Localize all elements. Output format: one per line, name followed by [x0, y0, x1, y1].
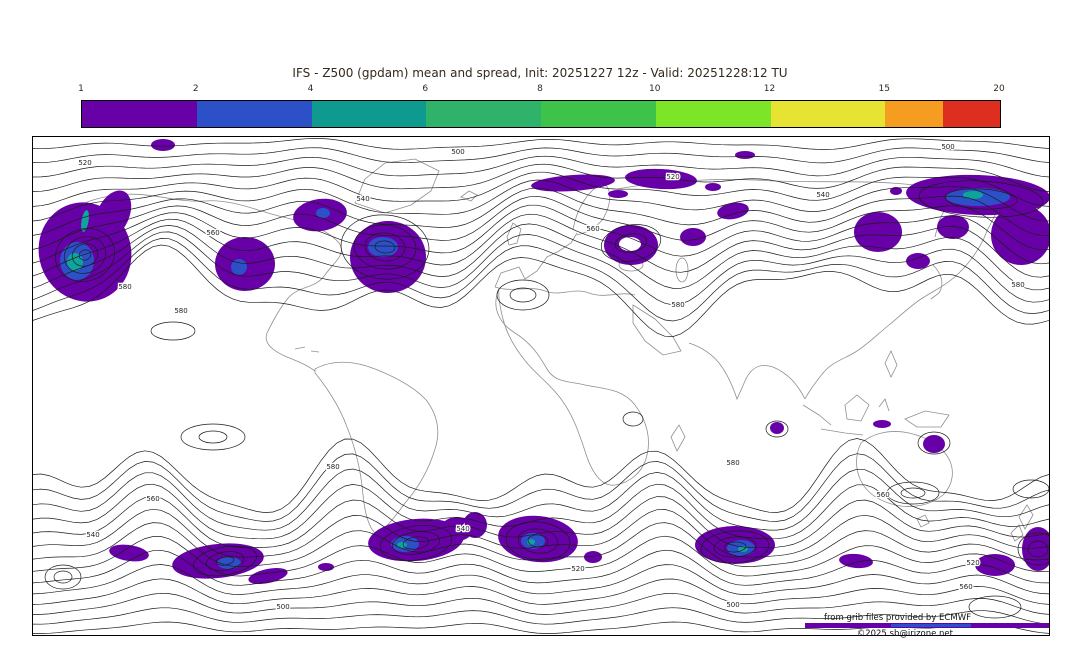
credit-ecmwf: from grib files provided by ECMWF	[824, 613, 971, 623]
contour-label: 540	[356, 195, 369, 203]
contour-label: 540	[816, 191, 829, 199]
contour-label: 580	[326, 463, 339, 471]
colorbar-tick: 10	[649, 84, 661, 94]
colorbar-segment	[311, 101, 427, 127]
contour-label: 500	[276, 603, 289, 611]
contour-label: 540	[86, 531, 99, 539]
colorbar-segment	[655, 101, 771, 127]
contour-label: 560	[206, 229, 219, 237]
colorbar-segment	[82, 101, 197, 127]
world-map-svg: 500 500 520 520 540 540 560 560 580 580 580 580 580 5…	[33, 138, 1049, 634]
contour-label: 580	[118, 283, 131, 291]
colorbar-tick: 12	[763, 84, 776, 94]
colorbar-segment	[942, 101, 1000, 127]
map-frame: 500 500 520 520 540 540 560 560 580 580 580 580 580 5…	[32, 136, 1050, 639]
colorbar-tick: 15	[878, 84, 890, 94]
contour-label: 520	[78, 159, 91, 167]
colorbar-tick: 6	[422, 84, 429, 94]
colorbar-ticks: 1 2 4 6 8 10 12 15 20	[78, 84, 1005, 96]
colorbar-segment	[885, 101, 943, 127]
contour-label: 520	[571, 565, 584, 573]
contour-label: 500	[726, 601, 739, 609]
colorbar-segment	[426, 101, 541, 127]
colorbar-tick: 1	[78, 84, 84, 94]
contour-label: 520	[666, 173, 679, 181]
contour-label: 520	[966, 559, 979, 567]
colorbar	[81, 100, 1001, 128]
contour-label: 500	[451, 148, 464, 156]
colorbar-tick: 2	[192, 84, 199, 94]
contour-label: 560	[876, 491, 889, 499]
contour-label: 580	[1011, 281, 1024, 289]
contour-label: 580	[671, 301, 684, 309]
chart-title: IFS - Z500 (gpdam) mean and spread, Init…	[292, 66, 788, 80]
colorbar-tick: 4	[307, 84, 314, 94]
colorbar-segment	[541, 101, 656, 127]
contour-label: 560	[959, 583, 972, 591]
contour-label: 580	[174, 307, 187, 315]
colorbar-segment	[196, 101, 312, 127]
colorbar-segment	[770, 101, 886, 127]
bottom-spread-strip	[805, 623, 1049, 628]
contour-label: 560	[146, 495, 159, 503]
contour-label: 500	[941, 143, 954, 151]
colorbar-tick: 20	[993, 84, 1005, 94]
closed-contours-layer	[44, 180, 1049, 619]
contour-labels-layer: 500 500 520 520 540 540 560 560 580 580 580 580 580 5…	[77, 142, 1026, 613]
spread-shading-layer	[38, 139, 1049, 585]
contour-label: 560	[586, 225, 599, 233]
contour-label: 540	[456, 525, 469, 533]
credit-copyright: ©2025 sb@irizone.net	[856, 629, 953, 639]
contour-label: 580	[726, 459, 739, 467]
colorbar-tick: 8	[537, 84, 543, 94]
contour-lines-layer	[33, 138, 1049, 634]
